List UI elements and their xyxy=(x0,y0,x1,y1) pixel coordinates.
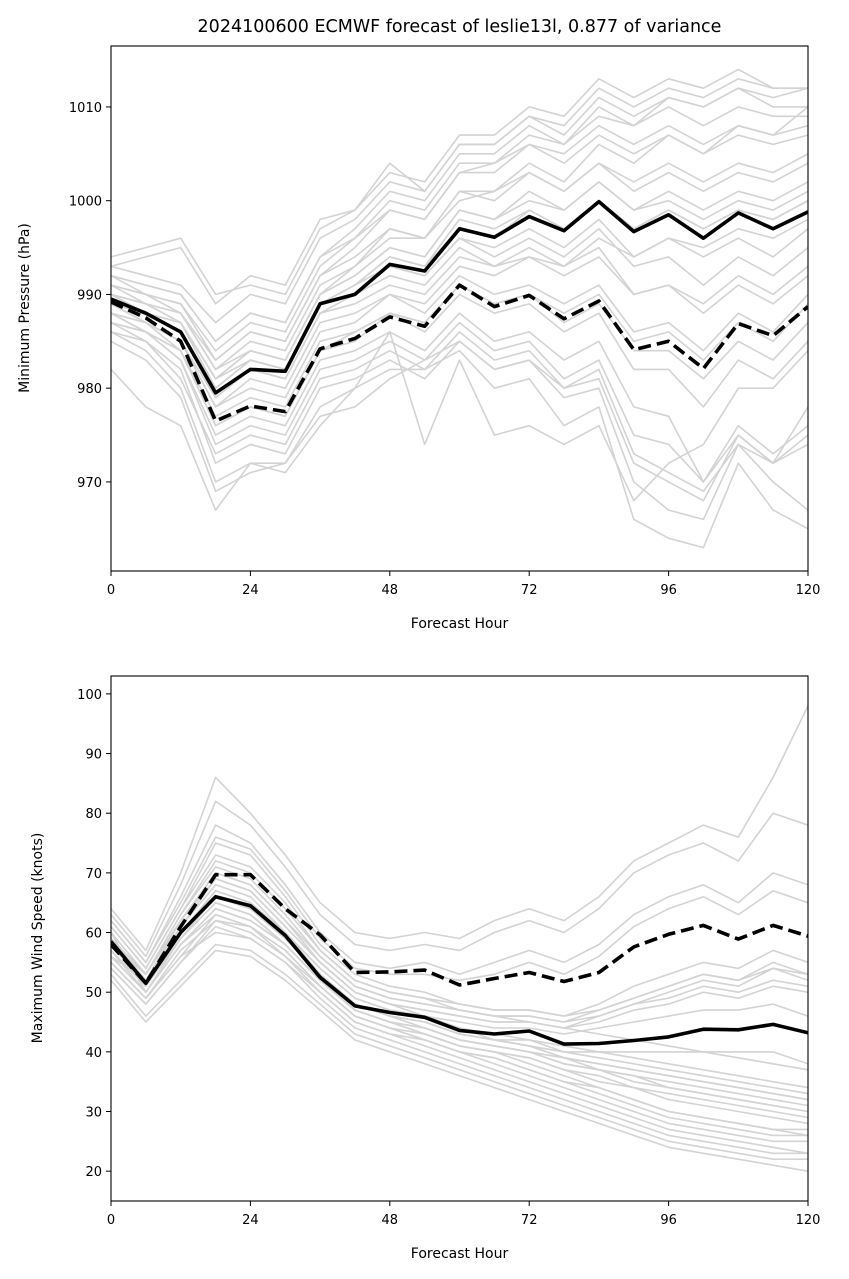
pressure-ensemble-member-14 xyxy=(111,321,808,483)
pressure-ensemble-member-18 xyxy=(111,331,808,511)
wind-ensemble-member-5 xyxy=(111,824,808,976)
pressure-summary-lines xyxy=(111,199,808,423)
wind-panel: 0 24 48 72 96 120 20 30 40 50 60 70 80 90 100 Forecast… xyxy=(30,675,821,1262)
wind-ensemble-member-29 xyxy=(111,866,808,1023)
pressure-ensemble-member-26 xyxy=(111,181,808,380)
wind-y-tick-label-100: 100 xyxy=(77,688,102,703)
pressure-ensemble-member-28 xyxy=(111,124,808,343)
pressure-ensemble-member-4 xyxy=(111,312,808,483)
pressure-ensemble-member-30 xyxy=(111,153,808,361)
pressure-y-tick-label-990: 990 xyxy=(77,288,102,303)
wind-x-axis-label: Forecast Hour xyxy=(411,1246,509,1262)
pressure-plot-frame xyxy=(110,45,809,572)
wind-ensemble-member-4 xyxy=(111,931,808,1155)
wind-ensemble-member-17 xyxy=(111,877,808,1029)
pressure-x-tick-label-48: 48 xyxy=(382,583,399,598)
pressure-ensemble-member-8 xyxy=(111,331,808,549)
pressure-ensemble-member-17 xyxy=(111,68,808,296)
wind-ensemble-member-23 xyxy=(111,925,808,1155)
wind-y-tick-label-70: 70 xyxy=(85,867,102,882)
wind-y-tick-label-30: 30 xyxy=(85,1106,102,1121)
wind-deterministic-line xyxy=(111,872,808,987)
pressure-y-tick-label-980: 980 xyxy=(77,382,102,397)
wind-ensemble-member-27 xyxy=(111,889,808,1089)
pressure-panel: 2024100600 ECMWF forecast of leslie13l, … xyxy=(17,17,820,632)
pressure-x-axis-label: Forecast Hour xyxy=(411,616,509,632)
pressure-x-tick-label-0: 0 xyxy=(107,583,115,598)
pressure-axes: 0 24 48 72 96 120 970 980 990 1000 1010 xyxy=(69,45,821,598)
pressure-chart-title: 2024100600 ECMWF forecast of leslie13l, … xyxy=(198,17,722,37)
wind-plot-frame xyxy=(110,675,809,1202)
wind-mean-line xyxy=(111,894,808,1046)
wind-x-tick-label-120: 120 xyxy=(796,1213,821,1228)
wind-y-tick-label-60: 60 xyxy=(85,927,102,942)
pressure-x-tick-label-72: 72 xyxy=(521,583,538,598)
wind-y-tick-label-50: 50 xyxy=(85,986,102,1001)
pressure-ensemble-member-23 xyxy=(111,87,808,305)
wind-y-tick-label-90: 90 xyxy=(85,748,102,763)
pressure-ensemble-member-16 xyxy=(111,340,808,493)
wind-x-tick-label-72: 72 xyxy=(521,1213,538,1228)
wind-ensemble-member-19 xyxy=(111,705,808,952)
wind-ensemble-member-13 xyxy=(111,800,808,958)
pressure-mean-line xyxy=(111,199,808,395)
pressure-ensemble-member-25 xyxy=(111,199,808,390)
wind-x-tick-label-96: 96 xyxy=(660,1213,677,1228)
wind-y-tick-label-20: 20 xyxy=(85,1165,102,1180)
wind-y-tick-label-40: 40 xyxy=(85,1046,102,1061)
pressure-x-tick-label-120: 120 xyxy=(796,583,821,598)
wind-axes: 0 24 48 72 96 120 20 30 40 50 60 70 80 90 100 xyxy=(77,675,821,1228)
pressure-ensemble-member-22 xyxy=(111,218,808,380)
wind-ensemble-member-21 xyxy=(111,901,808,1101)
wind-x-tick-label-0: 0 xyxy=(107,1213,115,1228)
wind-summary-lines xyxy=(111,872,808,1046)
pressure-ensemble-member-15 xyxy=(111,134,808,352)
pressure-ensemble-member-19 xyxy=(111,256,808,399)
wind-ensemble-member-20 xyxy=(111,949,808,1172)
pressure-deterministic-line xyxy=(111,283,808,423)
wind-ensemble-member-22 xyxy=(111,854,808,1017)
wind-ensemble-member-10 xyxy=(111,943,808,1160)
pressure-ensemble-member-29 xyxy=(111,274,808,408)
pressure-y-axis-label: Minimum Pressure (hPa) xyxy=(17,223,33,393)
wind-ensemble-member-25 xyxy=(111,907,808,1125)
wind-ensemble-member-26 xyxy=(111,836,808,982)
wind-y-tick-label-80: 80 xyxy=(85,807,102,822)
pressure-ensemble-member-2 xyxy=(111,218,808,408)
pressure-x-tick-label-24: 24 xyxy=(242,583,259,598)
wind-ensemble-member-28 xyxy=(111,913,808,1137)
pressure-y-tick-label-1010: 1010 xyxy=(69,101,102,116)
pressure-ensemble-member-24 xyxy=(111,331,808,502)
wind-ensemble-member-8 xyxy=(111,883,808,1035)
wind-y-axis-label: Maximum Wind Speed (knots) xyxy=(30,833,46,1044)
pressure-y-tick-label-1000: 1000 xyxy=(69,195,102,210)
wind-x-tick-label-48: 48 xyxy=(382,1213,399,1228)
pressure-y-tick-label-970: 970 xyxy=(77,476,102,491)
pressure-x-tick-label-96: 96 xyxy=(660,583,677,598)
wind-x-tick-label-24: 24 xyxy=(242,1213,259,1228)
